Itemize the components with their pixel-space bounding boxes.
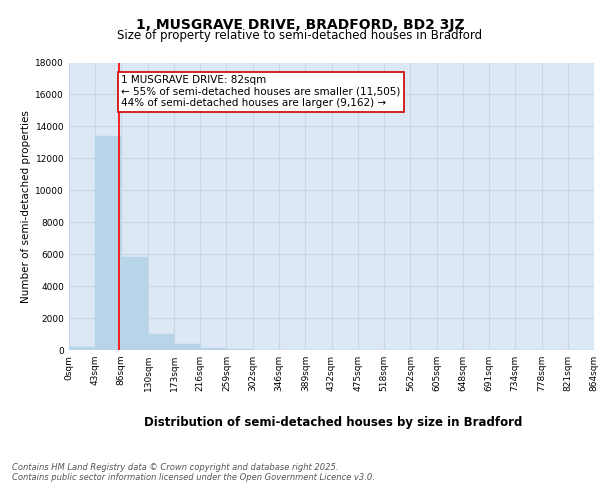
Bar (226, 349, 253, 350)
Bar (121, 258, 148, 350)
Bar (200, 348, 226, 350)
Text: Distribution of semi-detached houses by size in Bradford: Distribution of semi-detached houses by … (144, 416, 522, 429)
Bar (174, 344, 200, 350)
Text: 1, MUSGRAVE DRIVE, BRADFORD, BD2 3JZ: 1, MUSGRAVE DRIVE, BRADFORD, BD2 3JZ (136, 18, 464, 32)
Text: 1 MUSGRAVE DRIVE: 82sqm
← 55% of semi-detached houses are smaller (11,505)
44% o: 1 MUSGRAVE DRIVE: 82sqm ← 55% of semi-de… (121, 76, 401, 108)
Y-axis label: Number of semi-detached properties: Number of semi-detached properties (21, 110, 31, 302)
Bar (148, 334, 174, 350)
Bar (69, 347, 95, 350)
Bar (95, 136, 121, 350)
Text: Contains public sector information licensed under the Open Government Licence v3: Contains public sector information licen… (12, 474, 375, 482)
Text: Contains HM Land Registry data © Crown copyright and database right 2025.: Contains HM Land Registry data © Crown c… (12, 464, 338, 472)
Text: Size of property relative to semi-detached houses in Bradford: Size of property relative to semi-detach… (118, 29, 482, 42)
